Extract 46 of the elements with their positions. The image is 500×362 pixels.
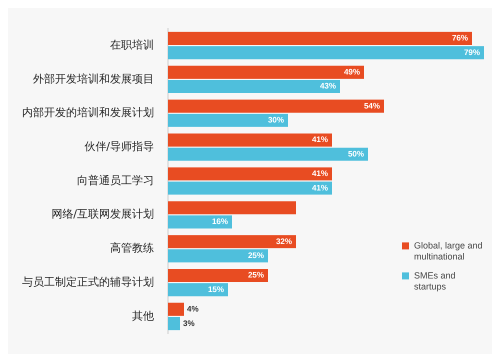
y-tick-label: 内部开发的培训和发展计划 — [22, 106, 154, 120]
y-tick-label: 网络/互联网发展计划 — [51, 208, 154, 221]
y-tick-label: 伙伴/导师指导 — [84, 140, 154, 153]
data-label: 43% — [320, 82, 336, 91]
y-tick-label: 向普通员工学习 — [77, 174, 154, 187]
data-label: 41% — [312, 169, 328, 178]
data-label: 41% — [312, 135, 328, 144]
data-label: 3% — [183, 318, 195, 328]
bar — [168, 80, 340, 94]
data-label: 32% — [276, 236, 292, 246]
bar — [168, 283, 228, 296]
bar — [168, 268, 268, 282]
bar — [168, 100, 384, 113]
y-tick-label: 其他 — [132, 309, 154, 322]
data-label: 54% — [364, 101, 380, 110]
bar — [168, 182, 332, 195]
bar — [168, 114, 288, 127]
data-label: 16% — [212, 217, 228, 226]
y-tick-label: 在职培训 — [110, 38, 154, 52]
data-label: 15% — [208, 284, 224, 294]
bar — [168, 66, 364, 79]
legend-label: Global, large and multinational — [414, 240, 483, 262]
data-label: 76% — [452, 34, 468, 43]
bar — [168, 32, 472, 45]
bar — [168, 133, 332, 147]
bar — [168, 235, 296, 248]
bar — [168, 201, 296, 214]
data-label: 25% — [248, 270, 264, 280]
y-tick-label: 与员工制定正式的辅导计划 — [22, 275, 154, 288]
data-label: 41% — [312, 183, 328, 192]
data-label: 50% — [348, 149, 364, 158]
bar — [168, 302, 184, 316]
legend-label: SMEs and startups — [414, 270, 456, 292]
bar — [168, 249, 268, 262]
data-label: 49% — [344, 67, 360, 76]
bar — [168, 317, 180, 330]
data-label: 79% — [464, 48, 480, 57]
y-tick-label: 外部开发培训和发展项目 — [33, 72, 154, 86]
data-label: 25% — [248, 251, 264, 260]
y-tick-label: 高管教练 — [110, 242, 154, 255]
bar — [168, 148, 368, 161]
bar — [168, 46, 484, 60]
data-label: 30% — [268, 116, 284, 125]
bar — [168, 167, 332, 180]
bar — [168, 215, 232, 229]
data-label: 4% — [187, 304, 199, 314]
